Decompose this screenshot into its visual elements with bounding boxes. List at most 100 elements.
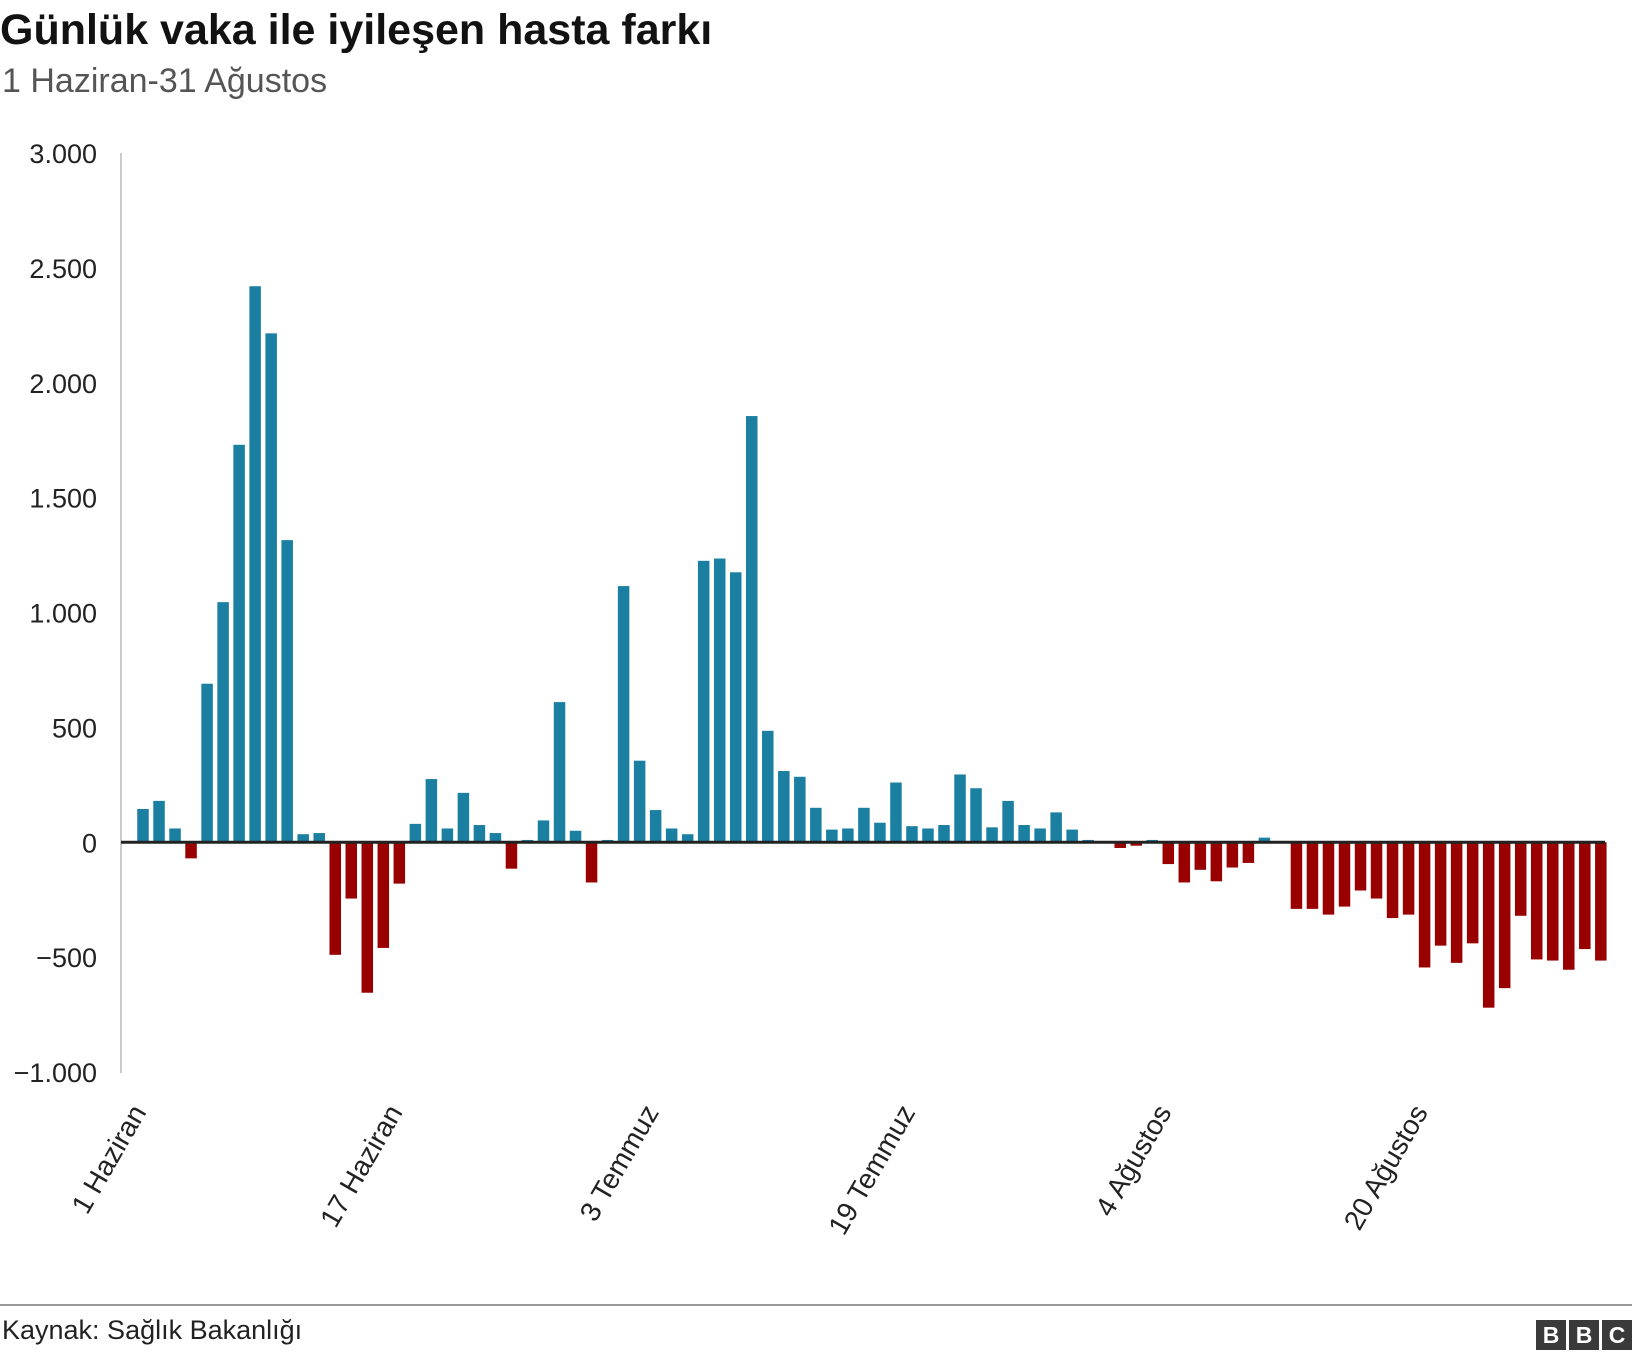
bar-negative: [1354, 842, 1367, 891]
bar-negative: [377, 842, 390, 948]
bar-positive: [729, 572, 742, 843]
bar-positive: [169, 828, 181, 843]
bar-negative: [1290, 842, 1303, 909]
bar-negative: [505, 842, 518, 869]
chart-subtitle: 1 Haziran-31 Ağustos: [2, 62, 328, 100]
bar-positive: [265, 333, 277, 843]
bar-negative: [1178, 842, 1191, 883]
bar-negative: [1547, 842, 1559, 961]
bar-positive: [681, 834, 694, 843]
y-tick-label: 500: [52, 713, 97, 743]
y-tick-label: 2.500: [29, 254, 97, 284]
x-axis: 1 Haziran 17 Haziran 3 Temmuz 19 Temmuz 4 Ağ…: [65, 840, 1605, 1240]
bar-positive: [986, 827, 998, 843]
bar-positive: [537, 820, 550, 843]
bar-positive: [553, 702, 566, 843]
bar-positive: [249, 286, 261, 843]
bar-negative: [1563, 842, 1575, 970]
bar-positive: [617, 586, 630, 843]
bbc-logo: B B C: [1536, 1320, 1632, 1350]
bar-positive: [569, 830, 582, 843]
bar-negative: [1226, 842, 1239, 868]
bar-positive: [425, 779, 438, 843]
bar-positive: [794, 776, 806, 843]
bar-positive: [970, 788, 982, 843]
bar-positive: [1002, 800, 1014, 843]
bar-positive: [217, 602, 229, 843]
bar-positive: [762, 730, 774, 843]
bar-positive: [842, 828, 854, 843]
x-tick-label: 19 Temmuz: [822, 1100, 921, 1240]
bar-positive: [922, 828, 934, 843]
bar-negative: [1338, 842, 1351, 907]
bar-positive: [313, 833, 325, 843]
bar-negative: [1579, 842, 1591, 950]
bar-negative: [1194, 842, 1207, 870]
source-note: Kaynak: Sağlık Bakanlığı: [2, 1315, 303, 1345]
bar-positive: [874, 822, 886, 843]
bar-positive: [649, 810, 662, 843]
y-tick-label: 2.000: [29, 369, 97, 399]
bar-negative: [1466, 842, 1479, 944]
bar-positive: [137, 808, 149, 843]
y-tick-label: −1.000: [14, 1058, 97, 1088]
bar-negative: [345, 842, 358, 899]
bar-positive: [489, 833, 502, 843]
bar-positive: [697, 560, 710, 843]
bar-positive: [1258, 837, 1271, 843]
bar-positive: [778, 771, 790, 843]
bbc-logo-letter: C: [1602, 1320, 1632, 1350]
bar-positive: [633, 760, 646, 843]
bar-negative: [1418, 842, 1431, 968]
y-axis: 3.000 2.500 2.000 1.500 1.000 500 0 −500 −1.000: [14, 139, 122, 1088]
bar-positive: [153, 800, 165, 843]
bar-positive: [1050, 812, 1062, 843]
bar-negative: [1595, 842, 1607, 961]
bar-negative: [1514, 842, 1527, 916]
x-tick-label: 3 Temmuz: [574, 1100, 665, 1227]
y-tick-label: −500: [36, 943, 97, 973]
bar-positive: [810, 807, 822, 843]
bar-positive: [890, 782, 902, 843]
bar-positive: [1034, 828, 1046, 843]
bar-positive: [409, 823, 422, 843]
bar-negative: [1322, 842, 1335, 915]
bar-positive: [746, 416, 758, 843]
bar-positive: [938, 825, 950, 843]
bar-positive: [826, 829, 838, 843]
bar-negative: [361, 842, 374, 993]
x-tick-label: 20 Ağustos: [1338, 1100, 1434, 1235]
bar-negative: [185, 842, 197, 859]
x-tick-label: 4 Ağustos: [1089, 1100, 1177, 1222]
bar-chart: 3.0002.5002.0001.5001.0005000−500−1.000 …: [14, 139, 1607, 1240]
bar-positive: [473, 825, 486, 843]
bbc-logo-letter: B: [1569, 1320, 1599, 1350]
bar-positive: [906, 826, 918, 843]
bar-positive: [1018, 825, 1030, 843]
x-tick-label: 17 Haziran: [314, 1100, 409, 1233]
footer-divider: [0, 1304, 1632, 1306]
y-tick-label: 3.000: [29, 139, 97, 169]
bar-negative: [1386, 842, 1399, 919]
bar-negative: [1162, 842, 1175, 865]
bar-positive: [233, 444, 245, 843]
bar-positive: [297, 834, 309, 843]
bar-negative: [1130, 842, 1142, 846]
y-tick-label: 1.000: [29, 599, 97, 629]
chart-title: Günlük vaka ile iyileşen hasta farkı: [0, 6, 713, 54]
bar-negative: [1370, 842, 1383, 899]
bar-positive: [858, 807, 870, 843]
bar-negative: [1402, 842, 1415, 915]
bar-negative: [1498, 842, 1511, 989]
bar-negative: [1306, 842, 1319, 909]
bar-negative: [329, 842, 341, 955]
bar-negative: [1450, 842, 1463, 963]
bar-positive: [713, 558, 726, 843]
bar-negative: [1210, 842, 1223, 882]
y-tick-label: 0: [82, 828, 97, 858]
bbc-logo-letter: B: [1536, 1320, 1566, 1350]
bar-negative: [1434, 842, 1447, 946]
x-tick-label: 1 Haziran: [65, 1100, 152, 1219]
bars: [137, 286, 1607, 1008]
bar-positive: [1066, 829, 1078, 843]
